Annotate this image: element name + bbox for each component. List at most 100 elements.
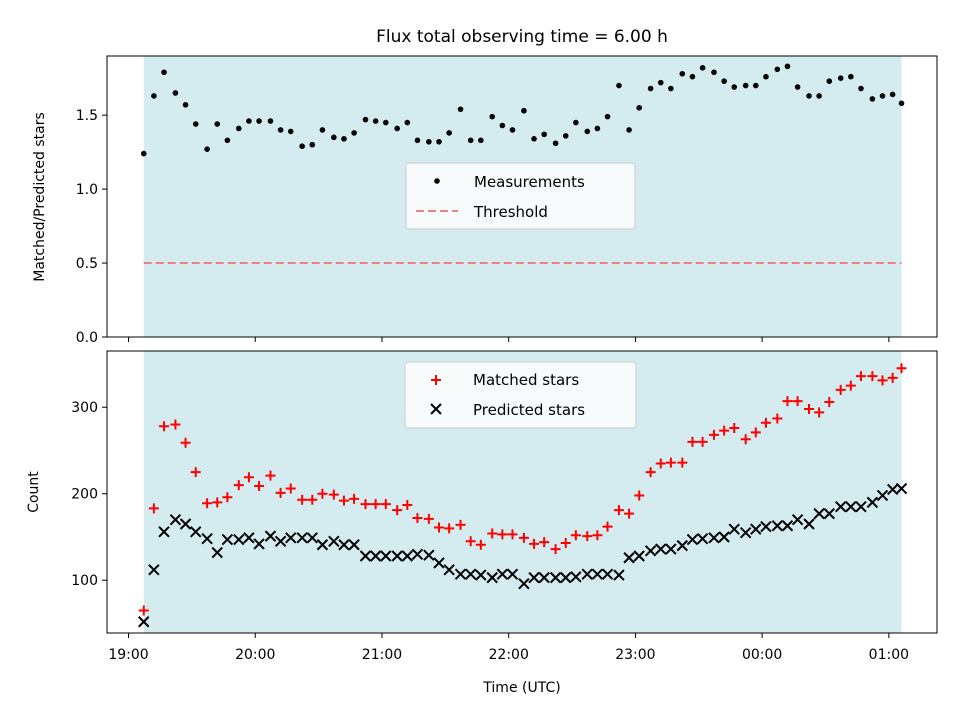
predicted-point [158,526,170,538]
predicted-point [391,550,403,562]
measurement-point [256,118,262,124]
matched-point [697,436,708,447]
measurement-point [806,93,812,99]
measurement-point [235,125,242,132]
predicted-point [665,543,677,555]
matched-point [487,528,498,539]
bottom-panel: 100 200 300 19:00 20:00 21:00 22:00 23:00 00:00 0… [71,351,938,663]
matched-point [760,417,771,428]
predicted-point [866,496,879,509]
matched-point [655,458,666,469]
measurement-point [140,150,147,157]
x-tick-label: 21:00 [362,647,402,663]
measurement-point [331,134,337,141]
matched-point [560,538,571,549]
matched-point [265,470,276,481]
matched-point [804,403,815,414]
predicted-point [201,533,213,545]
measurement-point [436,138,442,145]
y-tick-label: 0.0 [76,330,98,346]
y-tick-label: 1.0 [76,182,98,198]
matched-point [582,531,593,542]
legend-measurement-marker [434,178,440,184]
predicted-point [359,550,372,562]
x-tick-label: 01:00 [869,647,909,663]
predicted-point [876,489,889,502]
predicted-point [570,571,582,583]
top-panel: 0.0 0.5 1.0 1.5 Measurements Threshold [76,55,938,346]
y-tick-label: 200 [71,487,98,503]
measurement-point [267,118,274,124]
predicted-point [771,520,784,532]
matched-point [677,457,688,468]
measurement-point [711,69,717,76]
matched-point [444,523,455,534]
predicted-point [845,500,857,513]
predicted-point [423,549,435,561]
measurement-point [657,79,664,86]
predicted-point [518,577,530,590]
measurement-point [478,137,484,144]
matched-point [360,499,371,510]
measurement-point [816,93,822,99]
series-measurements [140,63,905,157]
predicted-point [411,548,424,560]
measurement-point [172,90,179,96]
measurement-point [584,128,591,135]
legend-box [404,361,637,429]
predicted-point [274,535,287,548]
predicted-point [538,571,550,584]
matched-point [148,503,159,514]
matched-point [750,427,761,438]
predicted-point [296,532,308,544]
measurement-point [446,130,452,136]
matched-point [202,498,213,509]
matched-point [349,493,360,504]
matched-point [212,497,223,508]
matched-point [412,512,423,523]
predicted-point [855,500,867,513]
predicted-point [328,535,340,548]
matched-point [550,544,561,555]
predicted-point [148,564,160,576]
legend-label: Measurements [474,173,585,191]
matched-point [719,425,730,436]
measurement-point [161,69,167,76]
predicted-point [243,532,255,544]
matched-point [380,499,391,510]
measurement-point [309,141,316,148]
predicted-point [233,533,245,546]
matched-point [740,434,751,445]
matched-point [465,536,476,547]
predicted-point [601,568,614,580]
matched-point [180,437,191,448]
matched-point [402,499,413,510]
predicted-point [708,532,720,544]
predicted-point [528,571,540,584]
predicted-point [560,571,572,584]
predicted-point [169,513,182,526]
measurement-point [731,84,738,90]
measurement-point [414,137,421,144]
measurement-point [689,73,696,80]
measurement-point [826,78,833,84]
predicted-point [475,569,487,581]
matched-point [307,494,318,505]
legend-matched-marker [431,375,441,385]
measurement-point [742,82,749,89]
legend-label: Matched stars [473,371,579,389]
matched-point [539,537,550,548]
predicted-point [443,564,455,576]
predicted-point [138,616,150,628]
matched-point [613,505,624,516]
predicted-point [496,568,509,580]
measurement-point [509,127,516,133]
measurement-point [192,121,199,127]
measurement-point [889,91,896,98]
top-ylabel: Matched/Predicted stars [32,112,48,282]
predicted-point [791,513,804,526]
measurement-point [299,143,305,150]
measurement-point [879,93,886,99]
measurement-point [351,130,357,136]
matched-point [687,436,698,447]
